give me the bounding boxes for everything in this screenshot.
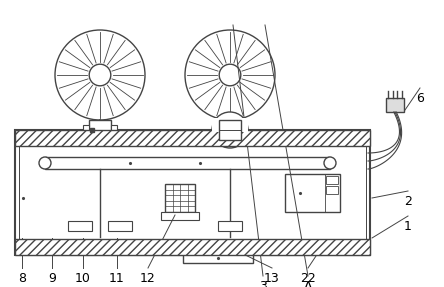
Bar: [213, 125, 219, 135]
Bar: [161, 212, 199, 220]
Bar: [15, 130, 370, 146]
Bar: [68, 221, 92, 231]
Text: 2: 2: [404, 195, 412, 208]
Text: 22: 22: [300, 272, 316, 285]
Bar: [45, 157, 330, 169]
Bar: [83, 125, 89, 135]
Bar: [326, 186, 338, 194]
Bar: [165, 184, 195, 212]
Circle shape: [89, 64, 111, 86]
Bar: [19, 146, 366, 239]
Bar: [89, 120, 111, 140]
Text: 11: 11: [109, 272, 125, 285]
Bar: [15, 130, 370, 255]
Text: 13: 13: [264, 272, 280, 285]
Circle shape: [324, 157, 336, 169]
Text: 10: 10: [75, 272, 91, 285]
Circle shape: [55, 30, 145, 120]
Bar: [219, 120, 241, 140]
Bar: [241, 125, 247, 135]
Circle shape: [212, 112, 248, 148]
Bar: [212, 118, 248, 132]
Circle shape: [219, 64, 241, 86]
Text: 8: 8: [18, 272, 26, 285]
Bar: [326, 176, 338, 184]
Bar: [218, 221, 242, 231]
Bar: [111, 125, 117, 135]
Text: 3: 3: [259, 280, 267, 287]
Bar: [15, 239, 370, 255]
Bar: [386, 98, 404, 112]
Circle shape: [185, 30, 275, 120]
Text: 1: 1: [404, 220, 412, 233]
Text: 9: 9: [48, 272, 56, 285]
Text: 12: 12: [140, 272, 156, 285]
Text: 6: 6: [416, 92, 424, 105]
Text: A: A: [304, 280, 312, 287]
Bar: [108, 221, 132, 231]
Circle shape: [39, 157, 51, 169]
Bar: [183, 241, 253, 263]
Bar: [219, 120, 241, 140]
Bar: [285, 174, 340, 212]
